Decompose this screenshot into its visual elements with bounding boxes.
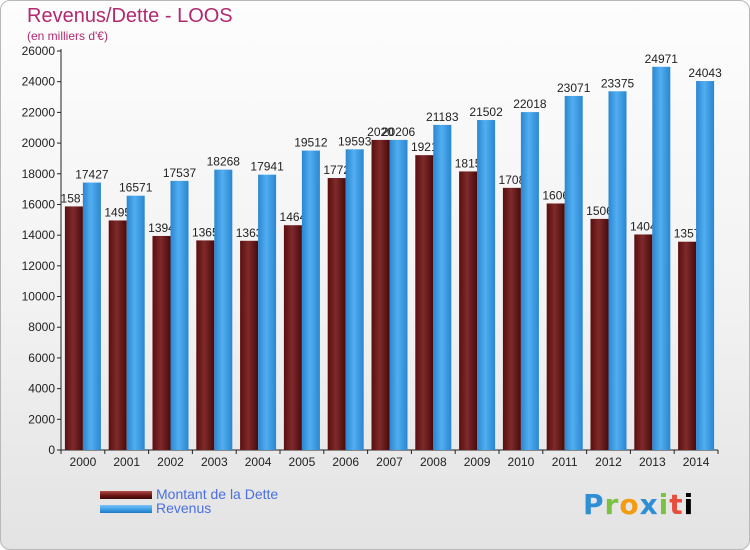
revenue-data-label: 22018 xyxy=(513,97,547,111)
y-tick-label: 4000 xyxy=(28,382,55,396)
revenue-bar xyxy=(170,180,189,450)
chart-subtitle: (en milliers d'€) xyxy=(27,29,108,43)
debt-data-label: 1921 xyxy=(411,140,438,154)
y-tick-label: 20000 xyxy=(22,136,56,150)
x-tick-label: 2004 xyxy=(245,455,272,469)
x-tick-label: 2000 xyxy=(70,455,97,469)
y-tick-label: 6000 xyxy=(28,351,55,365)
debt-bar xyxy=(283,225,302,450)
revenue-bar xyxy=(126,195,145,450)
revenue-data-label: 17427 xyxy=(75,168,109,182)
revenue-data-label: 21183 xyxy=(426,110,459,124)
y-tick-label: 12000 xyxy=(22,259,56,273)
x-tick-label: 2007 xyxy=(376,455,403,469)
x-tick-label: 2011 xyxy=(552,455,578,469)
debt-data-label: 1606 xyxy=(542,188,569,202)
x-tick-label: 2012 xyxy=(595,455,622,469)
debt-data-label: 1506 xyxy=(586,204,613,218)
y-tick-label: 26000 xyxy=(22,44,56,58)
revenue-bar xyxy=(389,139,408,450)
legend-swatch-revenue xyxy=(100,505,152,513)
debt-data-label: 1708 xyxy=(499,173,526,187)
revenue-data-label: 19512 xyxy=(294,136,328,150)
y-tick-label: 10000 xyxy=(22,290,56,304)
revenue-bar xyxy=(258,174,277,450)
revenue-data-label: 17537 xyxy=(163,166,197,180)
debt-bar xyxy=(546,203,565,450)
y-tick-label: 24000 xyxy=(22,75,56,89)
debt-bar xyxy=(371,139,390,450)
x-tick-label: 2005 xyxy=(289,455,316,469)
debt-bar xyxy=(108,220,127,450)
revenue-bar xyxy=(696,81,715,451)
y-tick-label: 18000 xyxy=(22,167,56,181)
x-tick-label: 2006 xyxy=(332,455,359,469)
chart-title: Revenus/Dette - LOOS xyxy=(27,5,233,27)
revenue-bar xyxy=(433,124,452,450)
debt-data-label: 1587 xyxy=(61,191,88,205)
revenue-bar xyxy=(301,150,320,450)
debt-data-label: 1815 xyxy=(455,156,482,170)
revenue-data-label: 19593 xyxy=(338,134,372,148)
debt-data-label: 1464 xyxy=(280,210,307,224)
revenue-data-label: 23375 xyxy=(601,76,635,90)
y-tick-label: 14000 xyxy=(22,228,56,242)
revenue-data-label: 20206 xyxy=(382,125,416,139)
x-tick-label: 2008 xyxy=(420,455,447,469)
y-tick-label: 22000 xyxy=(22,105,56,119)
revenue-bar xyxy=(214,169,233,450)
debt-data-label: 1772 xyxy=(323,163,350,177)
debt-data-label: 1363 xyxy=(236,226,263,240)
y-tick-label: 16000 xyxy=(22,197,56,211)
revenue-data-label: 24043 xyxy=(688,66,722,80)
debt-bar xyxy=(152,235,171,450)
debt-bar xyxy=(678,241,697,450)
debt-bar xyxy=(196,240,215,450)
x-tick-label: 2001 xyxy=(113,455,140,469)
debt-bar xyxy=(459,171,478,450)
revenue-bar xyxy=(520,112,539,450)
revenue-data-label: 24971 xyxy=(645,52,679,66)
y-tick-label: 0 xyxy=(48,443,55,457)
revenue-bar xyxy=(608,91,627,450)
debt-bar xyxy=(327,178,346,450)
debt-bar xyxy=(590,218,609,450)
revenue-data-label: 16571 xyxy=(119,181,153,195)
debt-data-label: 1394 xyxy=(148,221,175,235)
revenue-bar xyxy=(564,95,583,450)
legend-swatch-debt xyxy=(100,491,152,499)
debt-bar xyxy=(240,240,259,450)
proxiti-logo: Proxiti xyxy=(583,488,695,521)
revenue-data-label: 21502 xyxy=(469,105,503,119)
debt-data-label: 1357 xyxy=(674,227,701,241)
x-tick-label: 2002 xyxy=(157,455,184,469)
debt-bar xyxy=(634,234,653,450)
revenue-data-label: 18268 xyxy=(207,155,241,169)
debt-data-label: 1404 xyxy=(630,219,657,233)
y-tick-label: 2000 xyxy=(28,412,55,426)
debt-data-label: 1365 xyxy=(192,225,219,239)
y-tick-label: 8000 xyxy=(28,320,55,334)
x-tick-label: 2010 xyxy=(508,455,535,469)
revenue-data-label: 17941 xyxy=(250,160,284,174)
x-tick-label: 2003 xyxy=(201,455,228,469)
debt-bar xyxy=(415,155,434,450)
x-tick-label: 2009 xyxy=(464,455,491,469)
revenue-bar xyxy=(477,120,496,450)
x-tick-label: 2013 xyxy=(639,455,666,469)
revenue-bar xyxy=(345,149,364,450)
debt-bar xyxy=(502,187,521,450)
revenue-bar xyxy=(82,182,101,451)
revenue-bar xyxy=(652,66,671,450)
debt-bar xyxy=(64,206,83,450)
debt-data-label: 2020 xyxy=(367,125,394,139)
legend-label-debt: Montant de la Dette xyxy=(156,486,279,502)
debt-data-label: 1495 xyxy=(104,205,131,219)
x-tick-label: 2014 xyxy=(683,455,710,469)
revenue-data-label: 23071 xyxy=(557,81,591,95)
legend-label-revenue: Revenus xyxy=(156,500,212,516)
